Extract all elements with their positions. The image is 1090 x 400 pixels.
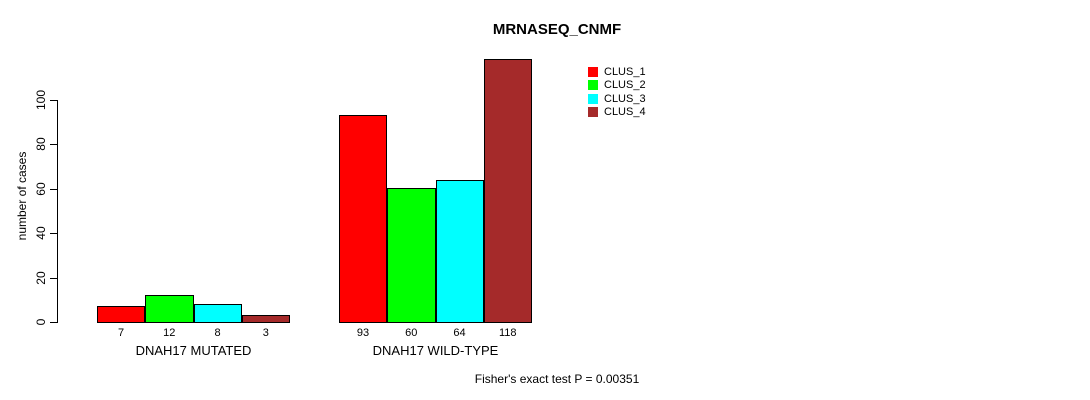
bar-value-label: 93 <box>356 327 370 339</box>
y-axis-label: number of cases <box>15 151 29 241</box>
y-axis-line <box>57 99 58 323</box>
bar-clus_4 <box>483 59 532 323</box>
bar-clus_3 <box>435 180 484 323</box>
bar-clus_1 <box>97 306 146 323</box>
bar-clus_3 <box>193 304 242 323</box>
category-label: DNAH17 MUTATED <box>135 343 252 358</box>
fisher-test-annotation: Fisher's exact test P = 0.00351 <box>474 372 640 386</box>
legend-label: CLUS_2 <box>604 79 646 91</box>
bar-value-label: 60 <box>405 327 418 339</box>
bar-clus_2 <box>145 295 194 323</box>
legend-swatch-icon <box>588 67 598 77</box>
y-tick-label: 100 <box>34 89 48 110</box>
legend-swatch-icon <box>588 80 598 90</box>
y-tick <box>50 99 57 101</box>
y-tick <box>50 233 57 234</box>
legend-swatch-icon <box>588 94 598 104</box>
bar-clus_1 <box>339 115 388 323</box>
y-tick-label: 0 <box>34 318 48 326</box>
bar-value-label: 8 <box>214 327 221 339</box>
y-tick <box>50 144 57 145</box>
legend-label: CLUS_4 <box>604 106 646 118</box>
y-tick-label: 80 <box>34 137 48 151</box>
bar-value-label: 118 <box>498 327 517 339</box>
y-tick-label: 60 <box>34 181 48 196</box>
bar-value-label: 12 <box>163 327 176 339</box>
bar-value-label: 64 <box>453 327 466 339</box>
bar-value-label: 7 <box>117 327 125 339</box>
legend-label: CLUS_1 <box>604 66 646 78</box>
category-label: DNAH17 WILD-TYPE <box>372 343 499 358</box>
y-tick <box>50 277 57 279</box>
chart-title: MRNASEQ_CNMF <box>492 21 622 38</box>
y-tick <box>50 322 57 323</box>
y-tick <box>50 188 57 190</box>
bar-clus_4 <box>241 315 290 323</box>
y-tick-label: 40 <box>34 226 48 240</box>
y-tick-label: 20 <box>34 270 48 285</box>
legend-swatch-icon <box>588 107 598 117</box>
bar-clus_2 <box>387 188 436 323</box>
legend-label: CLUS_3 <box>604 93 646 105</box>
bar-value-label: 3 <box>262 327 269 339</box>
